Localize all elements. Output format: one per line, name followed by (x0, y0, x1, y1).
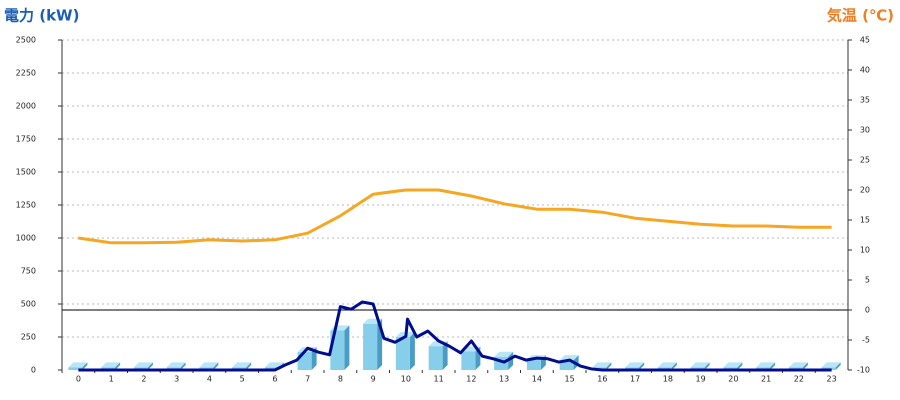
bar-side (835, 362, 841, 370)
bar-top (788, 362, 808, 368)
bar-side (802, 362, 808, 370)
bar-top (166, 362, 186, 368)
bar-side (770, 362, 776, 370)
bar (428, 346, 443, 370)
y-axis-title: 電力 (kW) (4, 7, 79, 25)
bar-top (494, 351, 514, 357)
x-tick-label: 16 (597, 375, 607, 384)
y-tick-label: 2250 (16, 69, 36, 78)
x-tick-label: 14 (532, 375, 542, 384)
x-tick-label: 2 (141, 375, 146, 384)
bar (559, 360, 574, 370)
y-tick-label: 500 (21, 300, 36, 309)
bar-side (737, 362, 743, 370)
x-tick-label: 3 (174, 375, 179, 384)
bar-side (180, 362, 186, 370)
y2-tick-label: 10 (860, 246, 870, 255)
y2-axis-title: 気温 (℃) (827, 7, 894, 25)
x-tick-label: 1 (109, 375, 114, 384)
x-tick-label: 21 (761, 375, 771, 384)
bar-side (409, 332, 415, 370)
bar-top (756, 362, 776, 368)
bar (461, 351, 476, 370)
y-tick-label: 2500 (16, 36, 36, 45)
bar-top (723, 362, 743, 368)
y-tick-label: 750 (21, 267, 36, 276)
y2-tick-label: -10 (857, 366, 870, 375)
bar-top (821, 362, 841, 368)
x-tick-label: 11 (434, 375, 444, 384)
x-tick-label: 5 (240, 375, 245, 384)
y2-tick-label: 40 (860, 66, 870, 75)
y-tick-label: 0 (31, 366, 36, 375)
bar-top (264, 362, 284, 368)
bar-side (213, 362, 219, 370)
y2-tick-label: 0 (865, 306, 870, 315)
bar-side (115, 362, 121, 370)
bar (363, 323, 378, 370)
bar-top (232, 362, 252, 368)
y-tick-label: 250 (21, 333, 36, 342)
y-tick-label: 2000 (16, 102, 36, 111)
bar-top (690, 362, 710, 368)
y-tick-label: 1500 (16, 168, 36, 177)
bar-top (657, 362, 677, 368)
x-tick-label: 17 (630, 375, 640, 384)
x-tick-label: 7 (305, 375, 310, 384)
y2-tick-label: 30 (860, 126, 870, 135)
bar-top (559, 355, 579, 361)
y2-tick-label: 25 (860, 156, 870, 165)
x-tick-label: 19 (696, 375, 706, 384)
bar-top (101, 362, 121, 368)
y-tick-label: 1750 (16, 135, 36, 144)
x-tick-label: 23 (827, 375, 837, 384)
bar-side (606, 362, 612, 370)
bar-top (625, 362, 645, 368)
line (78, 188, 832, 245)
x-tick-label: 8 (338, 375, 343, 384)
bar (68, 367, 83, 370)
bar-side (311, 347, 317, 370)
y2-tick-label: 5 (865, 276, 870, 285)
x-tick-label: 0 (76, 375, 81, 384)
bar-side (442, 341, 448, 370)
bar-side (704, 362, 710, 370)
x-tick-label: 9 (371, 375, 376, 384)
y-tick-label: 1000 (16, 234, 36, 243)
x-tick-label: 20 (728, 375, 738, 384)
bar-side (639, 362, 645, 370)
bar (395, 337, 410, 370)
y-tick-label: 1250 (16, 201, 36, 210)
bar-side (246, 362, 252, 370)
bar (526, 360, 541, 370)
y2-tick-label: 35 (860, 96, 870, 105)
x-tick-label: 10 (401, 375, 411, 384)
bar-top (68, 362, 88, 368)
x-tick-label: 12 (466, 375, 476, 384)
x-tick-label: 18 (663, 375, 673, 384)
bar-side (344, 325, 350, 370)
y2-tick-label: 45 (860, 36, 870, 45)
bar-top (592, 362, 612, 368)
x-tick-label: 22 (794, 375, 804, 384)
bar-side (147, 362, 153, 370)
bar-side (82, 362, 88, 370)
bar-side (671, 362, 677, 370)
bar-top (199, 362, 219, 368)
x-tick-label: 6 (272, 375, 277, 384)
line (78, 300, 832, 372)
y2-tick-label: 20 (860, 186, 870, 195)
bar-top (133, 362, 153, 368)
y2-tick-label: 15 (860, 216, 870, 225)
x-tick-label: 4 (207, 375, 212, 384)
x-tick-label: 15 (565, 375, 575, 384)
x-tick-label: 13 (499, 375, 509, 384)
y2-tick-label: -5 (862, 336, 870, 345)
